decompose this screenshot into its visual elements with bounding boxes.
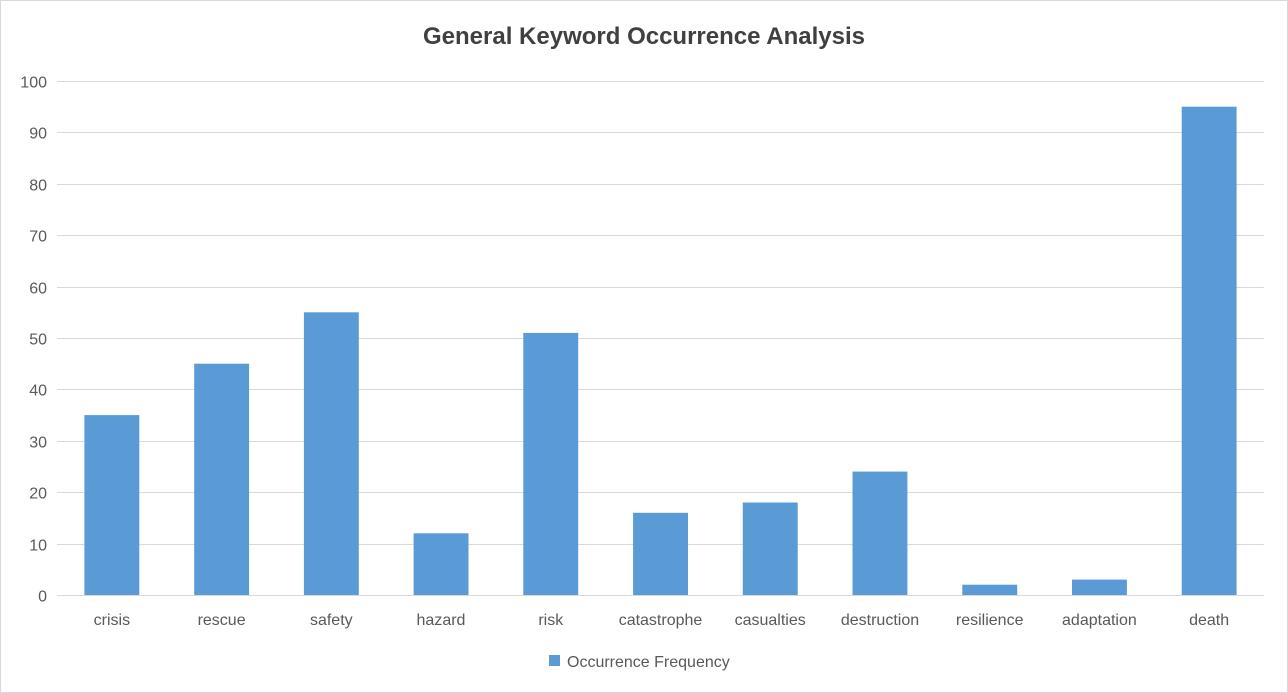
x-tick-label: catastrophe	[619, 612, 703, 629]
chart-title: General Keyword Occurrence Analysis	[423, 23, 865, 50]
x-axis-ticks: crisis rescue safety hazard risk catastrophe c…	[94, 612, 1229, 629]
x-tick-label: safety	[310, 612, 353, 629]
bar-rescue	[194, 363, 250, 595]
bar-crisis	[84, 415, 140, 595]
bar-hazard	[413, 533, 469, 595]
y-tick-label: 50	[29, 332, 47, 349]
bar-series	[84, 106, 1237, 595]
bar-casualties	[742, 502, 798, 595]
y-tick-label: 60	[29, 281, 47, 298]
x-tick-label: destruction	[841, 612, 919, 629]
legend-swatch	[549, 655, 560, 666]
x-tick-label: resilience	[956, 612, 1024, 629]
y-axis-ticks: 0 10 20 30 40 50 60 70 80 90 100	[20, 75, 47, 606]
legend-label: Occurrence Frequency	[567, 654, 730, 671]
y-tick-label: 10	[29, 538, 47, 555]
x-tick-label: death	[1189, 612, 1229, 629]
x-tick-label: adaptation	[1062, 612, 1137, 629]
bar-destruction	[852, 471, 908, 595]
y-tick-label: 20	[29, 486, 47, 503]
y-tick-label: 40	[29, 383, 47, 400]
bar-safety	[303, 312, 359, 595]
x-tick-label: casualties	[735, 612, 806, 629]
bar-risk	[523, 332, 579, 595]
y-tick-label: 70	[29, 229, 47, 246]
y-tick-label: 80	[29, 178, 47, 195]
bar-catastrophe	[633, 512, 688, 595]
x-tick-label: crisis	[94, 612, 130, 629]
y-tick-label: 30	[29, 435, 47, 452]
bar-adaptation	[1072, 579, 1127, 595]
legend: Occurrence Frequency	[549, 654, 730, 671]
x-tick-label: rescue	[198, 612, 246, 629]
bar-death	[1181, 106, 1237, 595]
y-tick-label: 100	[20, 75, 47, 92]
x-tick-label: risk	[538, 612, 564, 629]
gridlines	[57, 81, 1264, 596]
y-tick-label: 90	[29, 126, 47, 143]
bar-resilience	[962, 584, 1018, 595]
y-tick-label: 0	[38, 589, 47, 606]
x-tick-label: hazard	[417, 612, 466, 629]
